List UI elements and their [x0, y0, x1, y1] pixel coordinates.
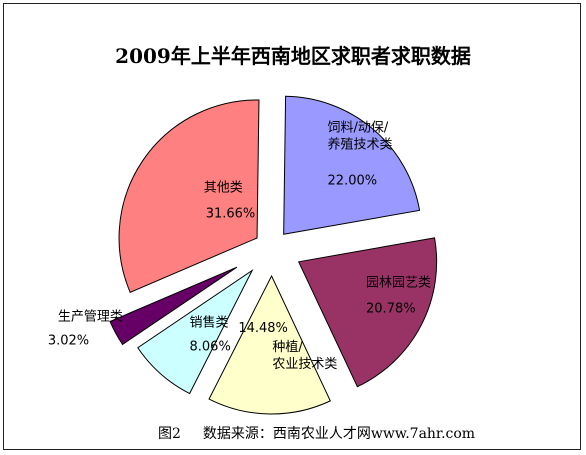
slice-name-label: 销售类 — [190, 315, 229, 331]
pie-slice — [283, 95, 421, 235]
slice-name-label: 园林园艺类 — [366, 276, 431, 291]
pie-slice — [208, 274, 331, 415]
slice-value-label: 8.06% — [190, 340, 231, 355]
pie-slice — [137, 268, 254, 395]
slice-name-label: 生产管理类 — [58, 310, 123, 325]
pie-slice — [109, 266, 238, 346]
chart-title: 2009年上半年西南地区求职者求职数据 — [115, 44, 471, 68]
pie-slice — [297, 237, 438, 388]
slice-value-label: 22.00% — [328, 173, 378, 188]
figure-number: 图2 — [158, 426, 181, 442]
slice-name-label: 其他类 — [204, 181, 243, 196]
chart-footer: 图2 数据来源：西南农业人才网www.7ahr.com — [158, 423, 475, 443]
slice-value-label: 20.78% — [366, 302, 416, 317]
slice-value-label: 3.02% — [48, 334, 89, 349]
slice-name-label: 饲料/动保/养殖技术类 — [328, 120, 393, 152]
pie-slice — [118, 99, 260, 293]
source-note: 数据来源：西南农业人才网www.7ahr.com — [202, 426, 476, 442]
slice-value-label: 14.48% — [238, 321, 288, 336]
slice-value-label: 31.66% — [206, 207, 256, 222]
slice-name-label: 种植/农业技术类 — [272, 340, 337, 372]
